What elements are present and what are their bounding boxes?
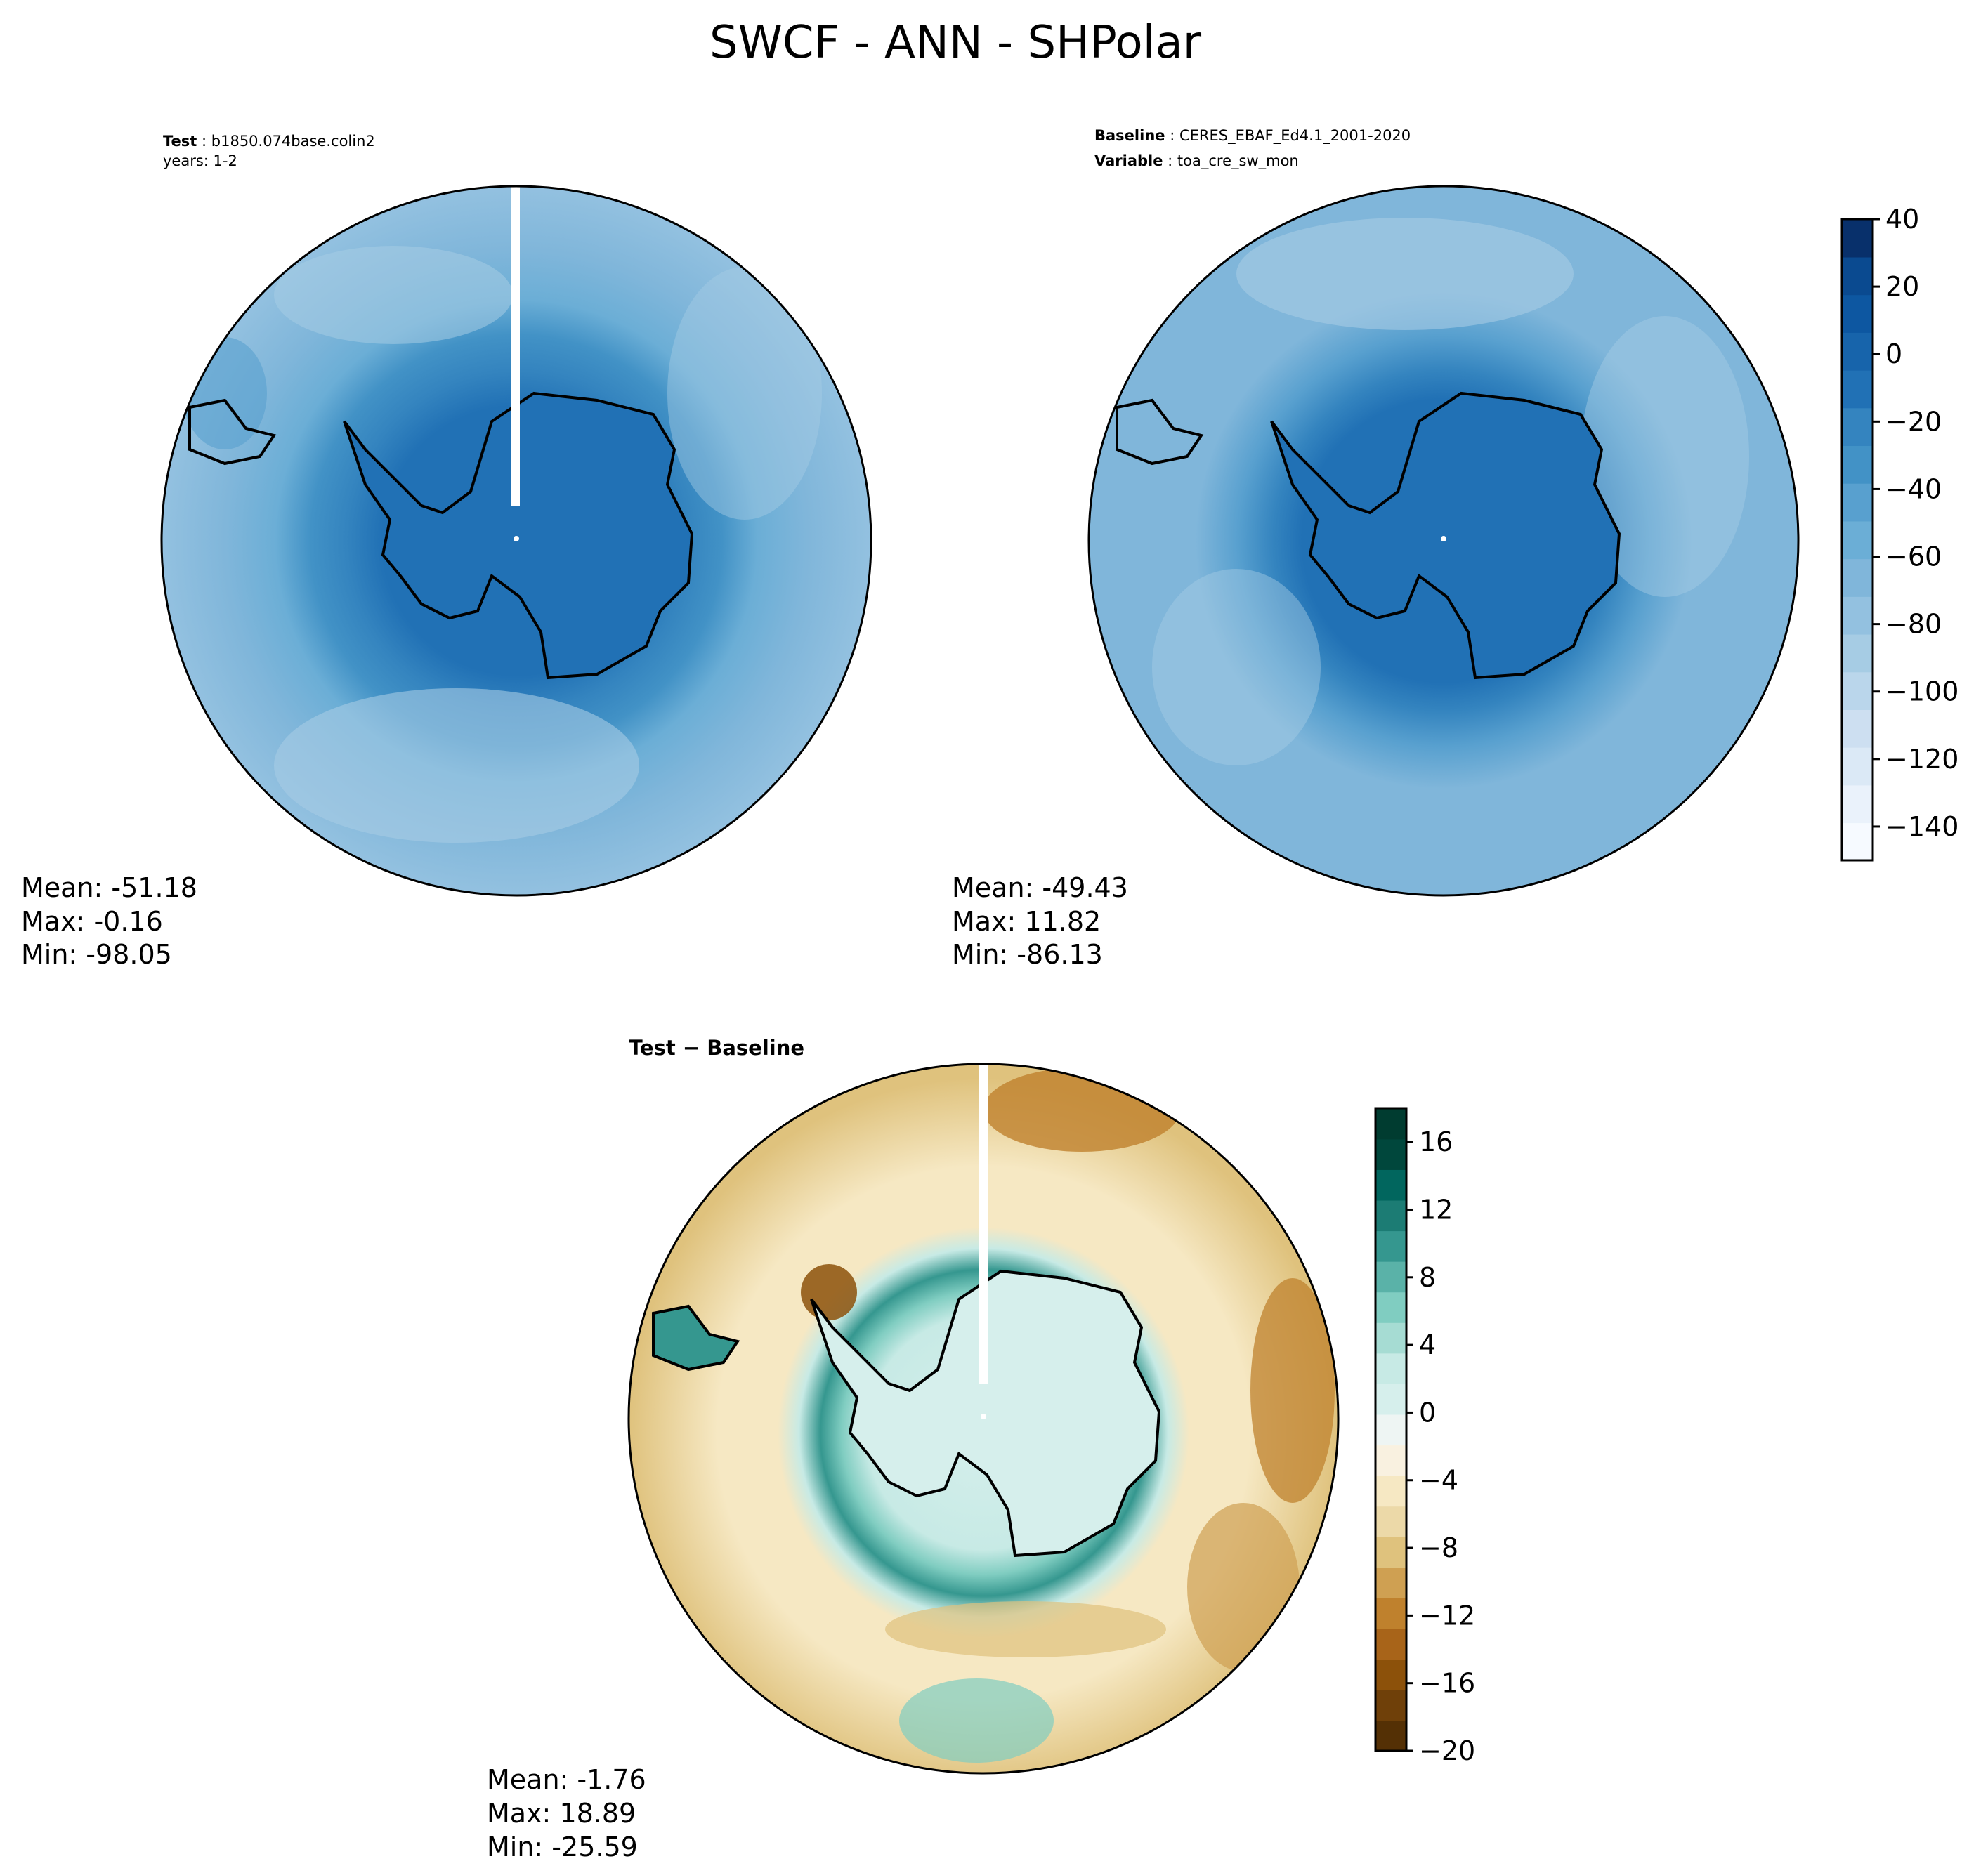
- baseline-mean: Mean: -49.43: [952, 872, 1128, 903]
- antarctica-outline: [810, 1269, 1161, 1558]
- colorbar-segment: [1375, 1445, 1406, 1476]
- colorbar-tick-label: 40: [1885, 204, 1919, 235]
- colorbar-segment: [1375, 1138, 1406, 1170]
- colorbar-segment: [1842, 332, 1873, 371]
- colorbar-segment: [1842, 482, 1873, 522]
- colorbar-segment: [1842, 596, 1873, 635]
- test-label-key: Test: [163, 133, 197, 150]
- figure-title: SWCF - ANN - SHPolar: [709, 17, 1202, 69]
- colorbar-segment: [1375, 1598, 1406, 1629]
- diff-panel: Test − Baseline Mean: -1.76 Max: 18.89 M…: [487, 1036, 1340, 1862]
- colorbar-segment: [1842, 445, 1873, 484]
- colorbar-segment: [1842, 558, 1873, 597]
- colorbar-segment: [1375, 1567, 1406, 1598]
- diff-max: Max: 18.89: [487, 1798, 636, 1829]
- colorbar-tick-label: −4: [1419, 1465, 1458, 1496]
- baseline-max: Max: 11.82: [952, 906, 1101, 937]
- colorbar-tick-label: 16: [1419, 1126, 1453, 1157]
- colorbar-segment: [1842, 520, 1873, 560]
- diff-mean: Mean: -1.76: [487, 1764, 646, 1795]
- colorbar-tick-label: −40: [1885, 473, 1942, 504]
- colorbar-tick-label: −12: [1419, 1600, 1475, 1631]
- colorbar-segment: [1375, 1384, 1406, 1415]
- colorbar-segment: [1842, 747, 1873, 786]
- colorbar-segment: [1842, 369, 1873, 409]
- colorbar-tick-label: −8: [1419, 1532, 1458, 1563]
- colorbar-segment: [1375, 1200, 1406, 1232]
- colorbar-segment: [1375, 1261, 1406, 1293]
- colorbar-tick-label: −120: [1885, 744, 1958, 775]
- colorbar-segment: [1842, 709, 1873, 748]
- colorbar-tick-label: 0: [1885, 339, 1902, 369]
- colorbar-tick-label: 4: [1419, 1329, 1436, 1360]
- antarctica-outline: [1270, 391, 1621, 680]
- colorbar-segment: [1375, 1108, 1406, 1140]
- colorbar-frame: [1374, 1107, 1408, 1752]
- test-label-value: b1850.074base.colin2: [211, 133, 375, 150]
- baseline-min: Min: -86.13: [952, 939, 1103, 970]
- svg-text:Test : b1850.074base.colin2: Test : b1850.074base.colin2: [163, 133, 375, 150]
- svg-text:Baseline : CERES_EBAF_Ed4.1_20: Baseline : CERES_EBAF_Ed4.1_2001-2020: [1094, 127, 1411, 145]
- colorbar-segment: [1375, 1628, 1406, 1660]
- variable-key: Variable: [1094, 152, 1163, 169]
- main-colorbar: 40 20 0 −20 −40 −60 −80 −100 −120 −140: [1840, 204, 1958, 862]
- variable-value: toa_cre_sw_mon: [1177, 152, 1299, 170]
- colorbar-tick-label: 0: [1419, 1397, 1436, 1428]
- diff-map: [629, 1064, 1338, 1773]
- colorbar-segment: [1375, 1169, 1406, 1201]
- test-map: [162, 186, 871, 895]
- colorbar-tick-label: 8: [1419, 1262, 1436, 1293]
- colorbar-segment: [1842, 219, 1873, 258]
- colorbar-segment: [1842, 256, 1873, 296]
- test-map-border: [160, 185, 872, 897]
- colorbar-segment: [1375, 1322, 1406, 1354]
- colorbar-tick-label: −20: [1419, 1735, 1475, 1766]
- colorbar-segment: [1375, 1537, 1406, 1568]
- colorbar-segment: [1842, 822, 1873, 861]
- colorbar-tick-label: −20: [1885, 406, 1942, 437]
- colorbar-segment: [1842, 407, 1873, 447]
- test-max: Max: -0.16: [21, 906, 163, 937]
- baseline-map-border: [1087, 185, 1800, 897]
- colorbar-segment: [1375, 1720, 1406, 1752]
- colorbar-segment: [1375, 1353, 1406, 1384]
- colorbar-segment: [1375, 1475, 1406, 1507]
- colorbar-tick-label: −60: [1885, 541, 1942, 572]
- colorbar-tick-label: −140: [1885, 811, 1958, 842]
- colorbar-segment: [1375, 1292, 1406, 1323]
- colorbar-segment: [1842, 784, 1873, 824]
- baseline-map: [1089, 186, 1798, 895]
- colorbar-segment: [1375, 1659, 1406, 1690]
- colorbar-segment: [1842, 294, 1873, 333]
- colorbar-frame: [1840, 218, 1874, 862]
- colorbar-tick-label: 12: [1419, 1194, 1453, 1225]
- colorbar-tick-label: −100: [1885, 676, 1958, 707]
- test-years: years: 1-2: [163, 152, 237, 169]
- diff-map-border: [627, 1063, 1340, 1775]
- baseline-value: CERES_EBAF_Ed4.1_2001-2020: [1179, 127, 1411, 145]
- baseline-key: Baseline: [1094, 127, 1165, 144]
- test-panel: Test : b1850.074base.colin2 years: 1-2 M…: [21, 133, 872, 970]
- colorbar-segment: [1842, 633, 1873, 673]
- colorbar-segment: [1375, 1506, 1406, 1537]
- diff-label: Test − Baseline: [629, 1036, 804, 1060]
- colorbar-tick-label: −16: [1419, 1668, 1475, 1699]
- colorbar-segment: [1375, 1689, 1406, 1721]
- colorbar-segment: [1375, 1230, 1406, 1262]
- colorbar-tick-label: −80: [1885, 609, 1942, 640]
- colorbar-segment: [1375, 1414, 1406, 1446]
- baseline-panel: Baseline : CERES_EBAF_Ed4.1_2001-2020 Va…: [952, 127, 1800, 970]
- colorbar-segment: [1842, 671, 1873, 710]
- test-mean: Mean: -51.18: [21, 872, 197, 903]
- diff-min: Min: -25.59: [487, 1832, 638, 1862]
- svg-text:Variable : toa_cre_sw_mon: Variable : toa_cre_sw_mon: [1094, 152, 1299, 170]
- diff-colorbar: 16 12 8 4 0 −4 −8 −12 −16 −20: [1374, 1107, 1475, 1766]
- colorbar-tick-label: 20: [1885, 271, 1919, 302]
- test-min: Min: -98.05: [21, 939, 172, 970]
- antarctica-outline: [343, 391, 694, 680]
